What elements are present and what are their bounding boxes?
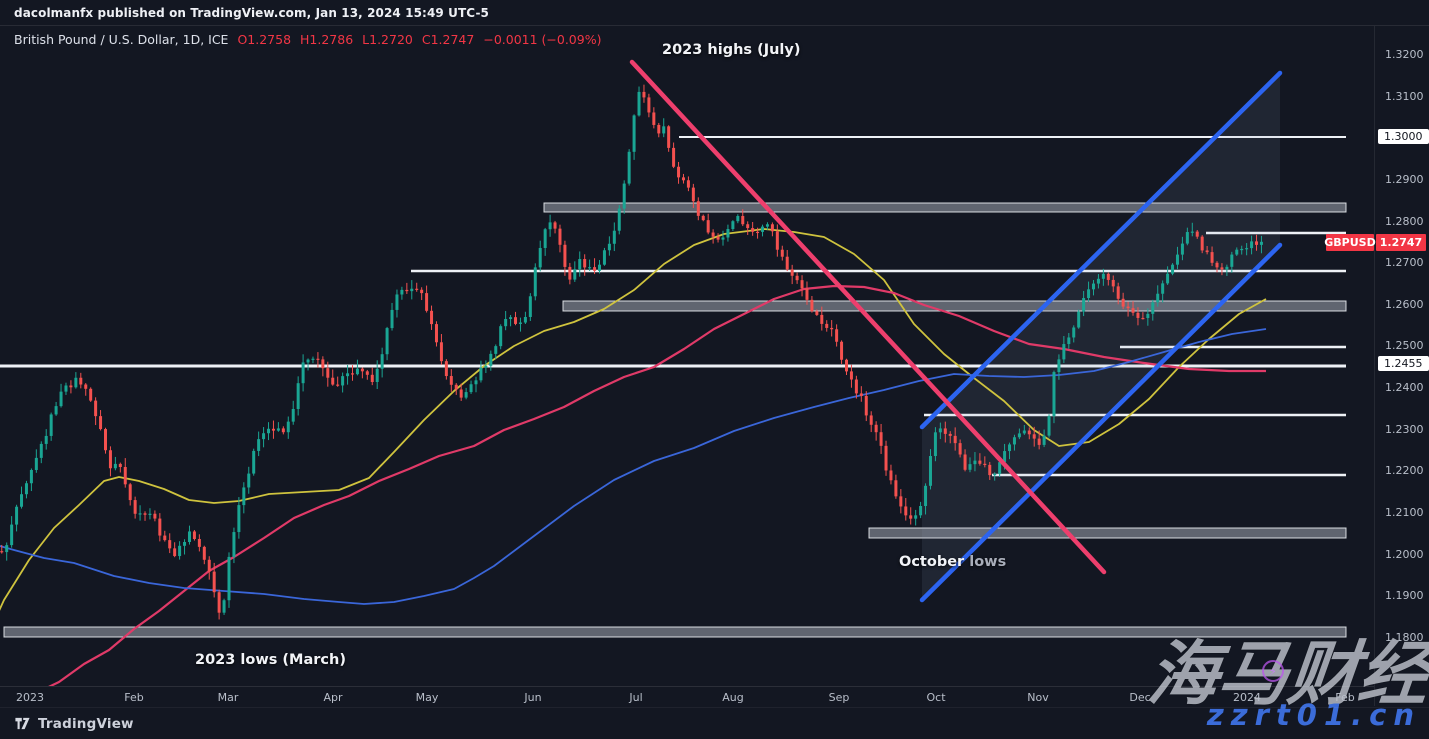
tradingview-brand-text: TradingView <box>38 715 134 732</box>
price-tick-1.2400: 1.2400 <box>1385 381 1424 395</box>
price-tick-1.3100: 1.3100 <box>1385 89 1424 103</box>
publisher-text: dacolmanfx published on TradingView.com,… <box>14 6 489 20</box>
symbol-info: British Pound / U.S. Dollar, 1D, ICE O1.2… <box>14 32 601 47</box>
time-tick-Sep: Sep <box>828 691 850 704</box>
price-tick-1.2800: 1.2800 <box>1385 214 1424 228</box>
price-level-label-1.3000: 1.3000 <box>1378 129 1429 145</box>
publisher-bar: dacolmanfx published on TradingView.com,… <box>0 0 1429 26</box>
time-tick-Nov: Nov <box>1027 691 1049 704</box>
downtrend-line <box>629 59 1107 575</box>
price-tick-1.2600: 1.2600 <box>1385 297 1424 311</box>
price-tick-1.2500: 1.2500 <box>1385 339 1424 353</box>
price-tick-1.3200: 1.3200 <box>1385 48 1424 61</box>
sma-fast-yellow <box>0 228 1267 611</box>
time-axis[interactable]: 2023 Feb Mar Apr May Jun Jul Aug Sep Oct Nov Dec 202… <box>0 686 1374 707</box>
watermark-url: zzrt01.cn <box>1206 698 1421 732</box>
ohlc-token: −0.0011 (−0.09%) <box>483 32 602 47</box>
last-price-symbol-tag: GBPUSD <box>1324 234 1376 251</box>
price-tick-1.2100: 1.2100 <box>1385 506 1424 520</box>
tradingview-logo[interactable]: TradingView <box>14 715 134 732</box>
price-tick-1.2300: 1.2300 <box>1385 422 1424 436</box>
time-tick-May: May <box>415 691 439 704</box>
ohlc-token: H1.2786 <box>300 32 354 47</box>
time-tick-Apr: Apr <box>323 691 343 704</box>
zone-march-lows-1.180 <box>3 626 1347 638</box>
footer-bar: TradingView <box>0 707 1429 739</box>
tradingview-logo-icon <box>15 717 30 730</box>
symbol-title: British Pound / U.S. Dollar, 1D, ICE <box>14 32 229 47</box>
time-tick-Mar: Mar <box>217 691 239 704</box>
price-axis[interactable]: 1.3200 1.3100 1.3000 1.2900 1.2800 1.2700 1.26… <box>1374 26 1429 706</box>
ohlc-token: C1.2747 <box>421 32 475 47</box>
annotation-october-lows: October lows <box>899 554 1007 570</box>
channel-upper-line <box>919 70 1283 430</box>
chart-pane[interactable]: British Pound / U.S. Dollar, 1D, ICE O1.2… <box>0 26 1374 686</box>
time-tick-Feb: Feb <box>1335 691 1355 704</box>
zone-resistance-1.260 <box>562 300 1347 312</box>
price-tick-1.2000: 1.2000 <box>1385 547 1424 561</box>
time-tick-Feb: Feb <box>124 691 144 704</box>
zone-october-lows-1.206 <box>868 527 1347 539</box>
price-tick-1.2200: 1.2200 <box>1385 464 1424 478</box>
time-tick-Dec: Dec <box>1129 691 1151 704</box>
time-tick-Jun: Jun <box>524 691 542 704</box>
annotation-2023-highs: 2023 highs (July) <box>662 42 801 58</box>
price-tick-1.1800: 1.1800 <box>1385 630 1424 644</box>
time-tick-2023: 2023 <box>16 691 44 704</box>
time-tick-Jul: Jul <box>629 691 643 704</box>
last-price-value-tag: 1.2747 <box>1376 234 1426 251</box>
price-level-label-1.2455: 1.2455 <box>1378 356 1429 372</box>
price-tick-1.1900: 1.1900 <box>1385 589 1424 603</box>
channel-fill <box>922 73 1280 600</box>
time-tick-2024: 2024 <box>1233 691 1261 704</box>
candlestick-chart[interactable] <box>0 26 1374 686</box>
channel-lower-line <box>919 242 1283 603</box>
time-tick-Aug: Aug <box>722 691 744 704</box>
price-tick-1.2900: 1.2900 <box>1385 172 1424 186</box>
time-tick-Oct: Oct <box>926 691 946 704</box>
sma-mid-crimson <box>48 284 1266 686</box>
price-tick-1.2700: 1.2700 <box>1385 256 1424 270</box>
zone-resistance-1.283 <box>543 202 1347 213</box>
lightning-bolt-icon: ⚡ <box>1262 660 1284 682</box>
ohlc-values: O1.2758 H1.2786 L1.2720 C1.2747 −0.0011 (−0.… <box>228 32 601 47</box>
ohlc-token: O1.2758 <box>237 32 292 47</box>
ohlc-token: L1.2720 <box>362 32 413 47</box>
annotation-2023-lows: 2023 lows (March) <box>195 652 346 668</box>
